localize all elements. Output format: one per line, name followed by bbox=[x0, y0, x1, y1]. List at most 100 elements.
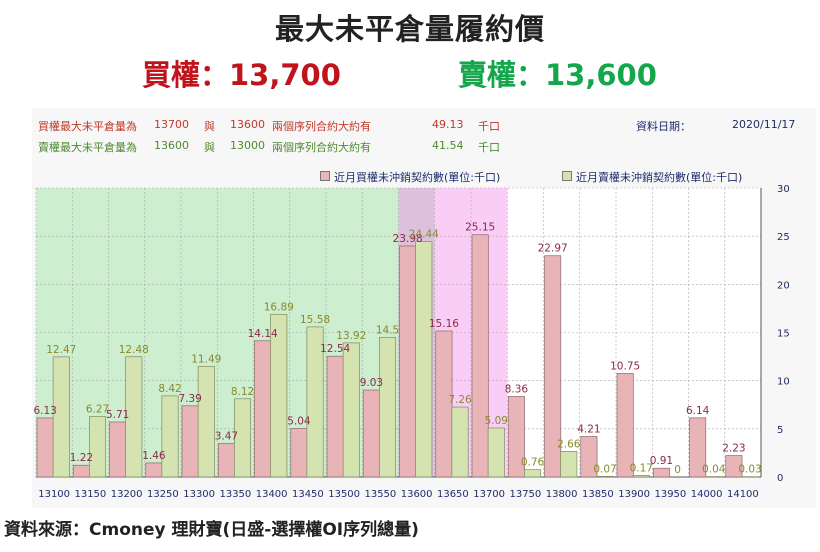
call-value-label: 2.23 bbox=[722, 443, 745, 455]
call-info-conj: 與 bbox=[204, 120, 215, 133]
call-value-label: 9.03 bbox=[360, 377, 383, 389]
call-value-label: 3.47 bbox=[215, 431, 238, 443]
x-tick-label: 13850 bbox=[582, 489, 614, 500]
x-tick-label: 14100 bbox=[727, 489, 759, 500]
call-bar bbox=[652, 467, 670, 478]
put-value-label: 0.03 bbox=[738, 464, 761, 476]
call-bar bbox=[544, 255, 562, 478]
call-value-label: 25.15 bbox=[465, 222, 495, 234]
x-tick-label: 13800 bbox=[546, 489, 578, 500]
call-value-label: 1.46 bbox=[142, 450, 166, 462]
put-bar bbox=[89, 416, 107, 478]
put-bar bbox=[596, 475, 614, 478]
legend-put-label: 近月賣權未沖銷契約數(單位:千口) bbox=[576, 171, 743, 184]
x-tick-label: 13100 bbox=[38, 489, 70, 500]
x-tick-label: 13400 bbox=[256, 489, 288, 500]
x-tick-label: 13900 bbox=[618, 489, 650, 500]
call-bar bbox=[399, 245, 417, 478]
put-info-unit: 千口 bbox=[478, 141, 500, 154]
put-info-line: 賣權最大未平倉量為 13600 與 13000 兩個序列合約大約有 41.54 … bbox=[32, 139, 816, 154]
put-bar bbox=[161, 395, 179, 478]
put-value-label: 0.17 bbox=[630, 462, 653, 474]
call-value-label: 6.14 bbox=[686, 405, 710, 417]
call-value-label: 1.22 bbox=[70, 452, 93, 464]
put-max-strike: 賣權：13,600 bbox=[458, 58, 657, 92]
call-bar bbox=[507, 396, 525, 478]
date-label: 資料日期： bbox=[636, 120, 691, 133]
put-bar bbox=[487, 427, 505, 478]
put-value-label: 2.66 bbox=[557, 438, 581, 450]
put-value-label: 13.92 bbox=[336, 330, 366, 342]
put-bar bbox=[306, 326, 324, 478]
x-tick-label: 13250 bbox=[147, 489, 179, 500]
call-value-label: 5.71 bbox=[106, 409, 129, 421]
call-bar bbox=[290, 428, 308, 478]
y-tick-label: 25 bbox=[777, 232, 790, 243]
main-title: 最大未平倉量履約價 bbox=[274, 12, 545, 46]
put-value-label: 14.5 bbox=[376, 324, 399, 336]
put-info-label: 賣權最大未平倉量為 bbox=[38, 141, 137, 154]
call-info-value: 49.13 bbox=[432, 118, 464, 131]
date-value: 2020/11/17 bbox=[732, 118, 796, 131]
call-value-label: 8.36 bbox=[505, 383, 529, 395]
call-value-label: 4.21 bbox=[577, 423, 600, 435]
call-info-strike1: 13700 bbox=[154, 118, 189, 131]
put-info-conj: 與 bbox=[204, 141, 215, 154]
y-tick-label: 15 bbox=[777, 329, 790, 340]
call-bar bbox=[580, 436, 598, 478]
put-value-label: 6.27 bbox=[86, 404, 109, 416]
put-info-value: 41.54 bbox=[432, 139, 464, 152]
x-tick-label: 13700 bbox=[473, 489, 505, 500]
call-info-unit: 千口 bbox=[478, 120, 500, 133]
x-tick-label: 13600 bbox=[401, 489, 433, 500]
y-tick-label: 20 bbox=[777, 280, 790, 291]
call-bar bbox=[435, 330, 453, 478]
legend: 近月買權未沖銷契約數(單位:千口) 近月賣權未沖銷契約數(單位:千口) bbox=[32, 169, 816, 184]
put-bar bbox=[234, 398, 252, 478]
y-tick-label: 5 bbox=[777, 425, 783, 436]
x-tick-label: 13650 bbox=[437, 489, 469, 500]
call-info-strike2: 13600 bbox=[230, 118, 265, 131]
call-info-label: 買權最大未平倉量為 bbox=[38, 120, 137, 133]
x-tick-label: 13950 bbox=[654, 489, 686, 500]
call-bar bbox=[616, 373, 634, 478]
y-tick-label: 30 bbox=[777, 184, 790, 195]
call-bar bbox=[109, 421, 127, 478]
put-value-label: 5.09 bbox=[485, 415, 508, 427]
call-value-label: 10.75 bbox=[610, 360, 640, 372]
x-tick-label: 13500 bbox=[328, 489, 360, 500]
call-bar bbox=[145, 462, 163, 478]
call-info-desc: 兩個序列合約大約有 bbox=[272, 120, 371, 133]
call-bar bbox=[689, 417, 707, 478]
put-bar bbox=[125, 356, 143, 478]
call-value-label: 5.04 bbox=[287, 415, 311, 427]
put-value-label: 8.42 bbox=[158, 383, 181, 395]
put-value-label: 7.26 bbox=[448, 394, 472, 406]
call-bar bbox=[72, 464, 90, 478]
put-bar bbox=[524, 469, 542, 478]
put-value-label: 12.47 bbox=[46, 344, 76, 356]
call-value-label: 0.91 bbox=[650, 455, 673, 467]
put-bar bbox=[197, 365, 215, 478]
put-bar bbox=[632, 475, 650, 478]
call-bar bbox=[36, 417, 54, 478]
put-info-strike1: 13600 bbox=[154, 139, 189, 152]
put-value-label: 15.58 bbox=[300, 314, 330, 326]
source-note: 資料來源：Cmoney 理財寶(日盛-選擇權OI序列總量) bbox=[4, 520, 419, 540]
x-tick-label: 13750 bbox=[509, 489, 541, 500]
put-value-label: 0 bbox=[674, 464, 681, 476]
x-tick-label: 13550 bbox=[364, 489, 396, 500]
legend-call-label: 近月買權未沖銷契約數(單位:千口) bbox=[334, 171, 501, 184]
x-tick-label: 13450 bbox=[292, 489, 324, 500]
put-value-label: 16.89 bbox=[264, 301, 294, 313]
put-value-label: 24.44 bbox=[409, 229, 439, 241]
put-bar bbox=[52, 356, 70, 478]
y-tick-label: 0 bbox=[777, 473, 783, 484]
put-bar bbox=[270, 313, 288, 478]
call-max-strike: 買權：13,700 bbox=[142, 58, 341, 92]
call-bar bbox=[217, 443, 235, 478]
call-value-label: 23.98 bbox=[393, 233, 423, 245]
call-bar bbox=[254, 340, 272, 478]
x-tick-label: 13350 bbox=[219, 489, 251, 500]
